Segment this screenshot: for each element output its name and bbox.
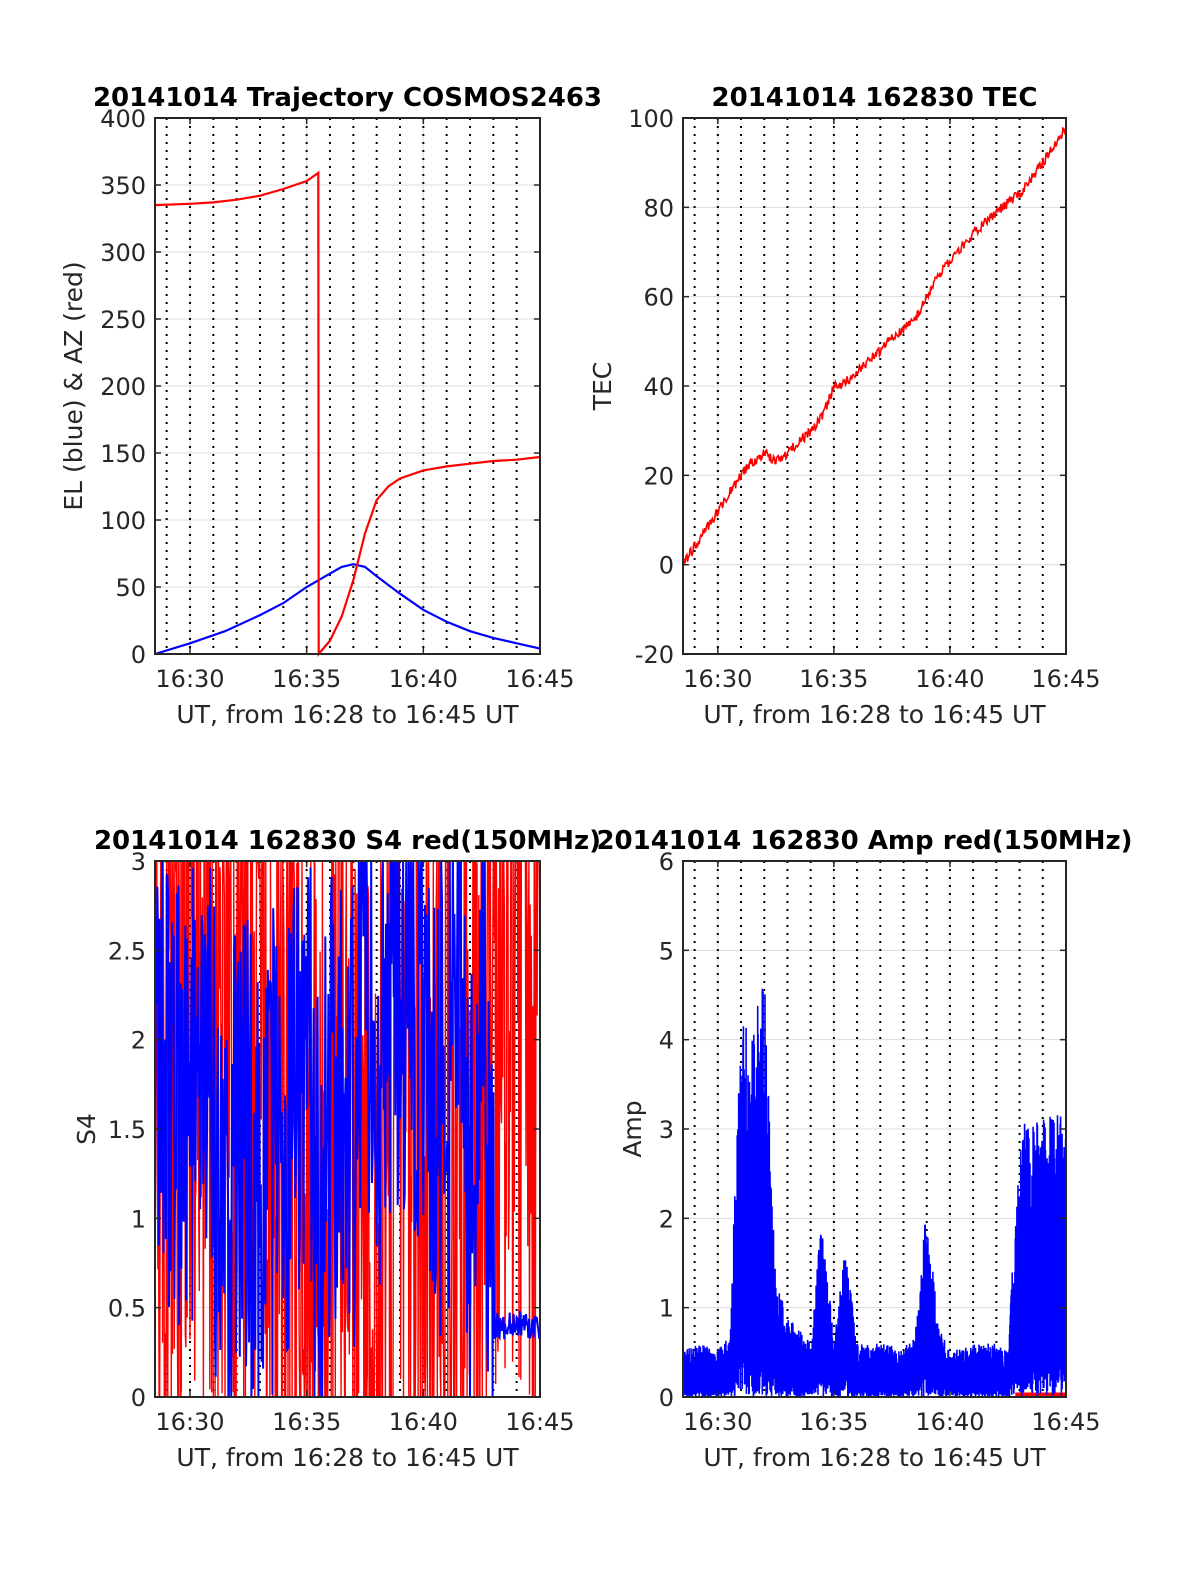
y-tick-label: -20 [635, 641, 674, 669]
y-tick-label: 2 [131, 1027, 146, 1055]
x-tick-label: 16:35 [272, 1408, 341, 1436]
x-axis-label: UT, from 16:28 to 16:45 UT [176, 1443, 519, 1472]
x-tick-label: 16:30 [155, 665, 224, 693]
x-tick-label: 16:40 [915, 665, 984, 693]
y-tick-label: 3 [131, 848, 146, 876]
panel-tec: -20 0 20 40 60 80 100 16:30 16:35 16:40 16:45 20141… [588, 83, 1101, 729]
x-axis-label: UT, from 16:28 to 16:45 UT [703, 700, 1046, 729]
y-tick-label: 100 [628, 105, 674, 133]
series-line [682, 126, 1067, 567]
chart-title: 20141014 162830 TEC [712, 83, 1038, 113]
y-tick-label: 1.5 [108, 1116, 146, 1144]
series-line [1015, 1392, 1067, 1397]
y-axis-label: Amp [618, 1100, 647, 1157]
x-tick-label: 16:30 [683, 665, 752, 693]
y-tick-label: 80 [643, 194, 674, 222]
y-tick-label: 400 [100, 105, 146, 133]
panel-trajectory: 0 50 100 150 200 250 300 350 400 16:30 16:35 16:40 1… [59, 83, 602, 729]
y-axis-label: S4 [72, 1113, 101, 1145]
y-tick-label: 6 [659, 848, 674, 876]
y-axis-label: TEC [588, 362, 617, 412]
x-tick-label: 16:35 [799, 665, 868, 693]
x-tick-label: 16:45 [1031, 665, 1100, 693]
x-tick-label: 16:45 [505, 665, 574, 693]
panel-amp: 0 1 2 3 4 5 6 16:30 16:35 16:40 16:45 20141014 1628… [596, 826, 1132, 1472]
series-line [154, 860, 541, 1398]
series-line [682, 988, 1067, 1397]
x-tick-label: 16:35 [799, 1408, 868, 1436]
y-tick-label: 3 [659, 1116, 674, 1144]
y-axis-label: EL (blue) & AZ (red) [59, 261, 88, 510]
x-tick-label: 16:35 [272, 665, 341, 693]
y-tick-label: 100 [100, 507, 146, 535]
y-tick-label: 5 [659, 937, 674, 965]
y-tick-label: 60 [643, 284, 674, 312]
y-tick-label: 0 [131, 641, 146, 669]
y-tick-label: 200 [100, 373, 146, 401]
x-tick-label: 16:40 [389, 1408, 458, 1436]
y-tick-label: 250 [100, 306, 146, 334]
y-tick-label: 2 [659, 1205, 674, 1233]
panel-s4: 0 0.5 1 1.5 2 2.5 3 16:30 16:35 16:40 16:45 2014101… [72, 826, 601, 1472]
y-tick-label: 50 [115, 574, 146, 602]
y-tick-label: 20 [643, 462, 674, 490]
y-tick-label: 350 [100, 172, 146, 200]
y-tick-label: 0 [659, 1384, 674, 1412]
chart-title: 20141014 162830 S4 red(150MHz) [94, 826, 601, 856]
y-tick-label: 2.5 [108, 937, 146, 965]
y-tick-label: 1 [659, 1295, 674, 1323]
y-tick-label: 4 [659, 1027, 674, 1055]
series-line [154, 860, 541, 1398]
y-tick-label: 0 [659, 552, 674, 580]
chart-title: 20141014 162830 Amp red(150MHz) [596, 826, 1132, 856]
x-tick-label: 16:40 [389, 665, 458, 693]
series-line [154, 563, 541, 656]
y-tick-label: 1 [131, 1205, 146, 1233]
y-tick-label: 150 [100, 440, 146, 468]
x-axis-label: UT, from 16:28 to 16:45 UT [176, 700, 519, 729]
x-axis-label: UT, from 16:28 to 16:45 UT [703, 1443, 1046, 1472]
series-line [154, 170, 541, 658]
x-tick-label: 16:30 [683, 1408, 752, 1436]
x-tick-label: 16:40 [915, 1408, 984, 1436]
x-tick-label: 16:45 [1031, 1408, 1100, 1436]
y-tick-label: 0.5 [108, 1295, 146, 1323]
x-tick-label: 16:30 [155, 1408, 224, 1436]
chart-title: 20141014 Trajectory COSMOS2463 [93, 83, 602, 113]
y-tick-label: 0 [131, 1384, 146, 1412]
y-tick-label: 300 [100, 239, 146, 267]
x-tick-label: 16:45 [505, 1408, 574, 1436]
y-tick-label: 40 [643, 373, 674, 401]
